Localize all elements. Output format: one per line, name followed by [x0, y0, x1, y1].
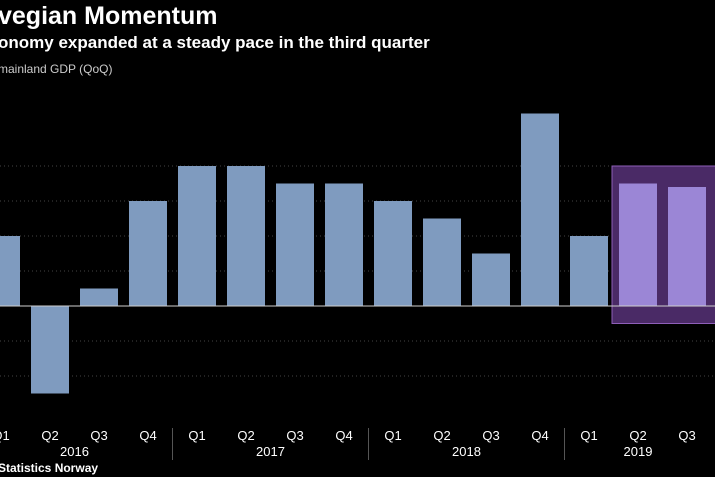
x-tick-label-0: Q1	[0, 428, 10, 443]
bar-10	[472, 253, 510, 306]
x-tick-label-12: Q1	[580, 428, 597, 443]
bar-1	[31, 306, 69, 394]
bar-13	[619, 183, 657, 306]
bar-2	[80, 288, 118, 306]
x-tick-label-5: Q2	[237, 428, 254, 443]
x-tick-label-7: Q4	[335, 428, 352, 443]
x-tick-label-3: Q4	[139, 428, 156, 443]
x-tick-label-13: Q2	[629, 428, 646, 443]
year-label-1: 2017	[256, 444, 285, 459]
year-label-3: 2019	[624, 444, 653, 459]
x-tick-label-10: Q3	[482, 428, 499, 443]
x-tick-label-8: Q1	[384, 428, 401, 443]
bar-9	[423, 218, 461, 306]
bar-0	[0, 236, 20, 306]
bar-7	[325, 183, 363, 306]
chart-title: vegian Momentum	[0, 2, 218, 30]
x-tick-label-14: Q3	[678, 428, 695, 443]
bar-8	[374, 201, 412, 306]
x-tick-label-4: Q1	[188, 428, 205, 443]
bar-6	[276, 183, 314, 306]
bar-12	[570, 236, 608, 306]
x-tick-label-9: Q2	[433, 428, 450, 443]
source-note: Statistics Norway	[0, 461, 99, 475]
bar-3	[129, 201, 167, 306]
chart-subtitle: onomy expanded at a steady pace in the t…	[0, 33, 430, 52]
year-label-2: 2018	[452, 444, 481, 459]
x-tick-label-6: Q3	[286, 428, 303, 443]
series-label: mainland GDP (QoQ)	[0, 62, 113, 76]
bar-5	[227, 166, 265, 306]
year-label-0: 2016	[60, 444, 89, 459]
bar-4	[178, 166, 216, 306]
x-tick-label-2: Q3	[90, 428, 107, 443]
bar-14	[668, 187, 706, 306]
bar-11	[521, 113, 559, 306]
x-tick-label-11: Q4	[531, 428, 548, 443]
x-tick-label-1: Q2	[41, 428, 58, 443]
